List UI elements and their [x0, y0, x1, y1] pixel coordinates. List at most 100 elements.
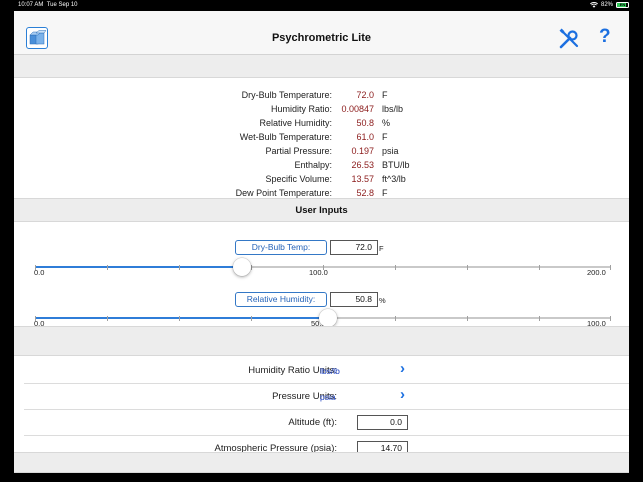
humidity-ratio-units-value: lbs/lb — [320, 366, 340, 376]
relative-humidity-mid-label: 50.0 — [311, 319, 326, 328]
result-unit: psia — [382, 146, 399, 156]
result-value: 26.53 — [351, 160, 374, 170]
result-label: Partial Pressure: — [265, 146, 332, 156]
result-unit: F — [382, 90, 388, 100]
altitude-label: Altitude (ft): — [288, 417, 337, 428]
chevron-right-icon[interactable]: › — [400, 360, 405, 377]
result-row: Partial Pressure: 0.197 psia — [14, 146, 629, 160]
result-value: 72.0 — [356, 90, 374, 100]
dry-bulb-max-label: 200.0 — [587, 268, 606, 277]
cube-stack-icon[interactable] — [26, 27, 48, 49]
result-value: 0.197 — [351, 146, 374, 156]
result-value: 52.8 — [356, 188, 374, 198]
result-label: Specific Volume: — [265, 174, 332, 184]
results-panel: Dry-Bulb Temperature: 72.0 F Humidity Ra… — [14, 78, 629, 198]
status-date: Tue Sep 10 — [46, 2, 78, 8]
slider-tick — [179, 315, 180, 321]
result-value: 0.00847 — [341, 104, 374, 114]
tools-graphic — [559, 28, 579, 49]
humidity-ratio-units-row[interactable]: Humidity Ratio Units: lbs/lb › — [24, 358, 629, 384]
user-inputs-header: User Inputs — [14, 198, 629, 222]
result-row: Wet-Bulb Temperature: 61.0 F — [14, 132, 629, 146]
relative-humidity-slider-fill — [35, 317, 328, 319]
result-value: 50.8 — [356, 118, 374, 128]
slider-tick — [539, 264, 540, 270]
section-spacer-middle — [14, 326, 629, 356]
result-unit: F — [382, 132, 388, 142]
result-label: Dew Point Temperature: — [235, 188, 332, 198]
slider-tick — [539, 315, 540, 321]
altitude-field[interactable]: 0.0 — [357, 415, 408, 430]
dry-bulb-mid-label: 100.0 — [309, 268, 328, 277]
slider-tick — [467, 315, 468, 321]
page-title: Psychrometric Lite — [271, 32, 372, 44]
result-label: Enthalpy: — [294, 160, 332, 170]
section-spacer-top — [14, 55, 629, 78]
user-inputs-title: User Inputs — [295, 205, 348, 216]
dry-bulb-temp-slider-thumb[interactable] — [233, 258, 252, 276]
relative-humidity-max-label: 100.0 — [587, 319, 606, 328]
slider-tick — [395, 315, 396, 321]
relative-humidity-slider-thumb[interactable] — [318, 309, 337, 327]
result-row: Humidity Ratio: 0.00847 lbs/lb — [14, 104, 629, 118]
slider-tick — [35, 264, 36, 270]
slider-tick — [107, 264, 108, 270]
slider-tick — [467, 264, 468, 270]
slider-tick — [107, 315, 108, 321]
slider-tick — [35, 315, 36, 321]
result-label: Relative Humidity: — [259, 118, 332, 128]
slider-tick — [323, 264, 324, 270]
result-unit: ft^3/lb — [382, 174, 406, 184]
battery-percent: 82% — [600, 2, 613, 8]
navigation-bar: Psychrometric Lite ? — [14, 11, 629, 55]
section-spacer-bottom — [14, 452, 629, 473]
result-value: 61.0 — [356, 132, 374, 142]
wifi-icon — [589, 2, 598, 8]
relative-humidity-min-label: 0.0 — [34, 319, 45, 328]
slider-tick — [610, 264, 611, 270]
status-right: 82% EN — [589, 2, 629, 8]
slider-tick — [251, 264, 252, 270]
slider-tick — [251, 315, 252, 321]
battery-label: EN — [619, 2, 626, 7]
status-time-text: 10:07 AM — [18, 2, 44, 8]
result-label: Humidity Ratio: — [270, 104, 332, 114]
slider-tick — [395, 264, 396, 270]
pressure-units-row[interactable]: Pressure Units: psia › — [24, 384, 629, 410]
slider-tick — [179, 264, 180, 270]
result-unit: % — [382, 118, 391, 128]
wrench-screwdriver-icon[interactable] — [558, 28, 580, 50]
relative-humidity-unit: % — [379, 296, 386, 305]
result-row: Enthalpy: 26.53 BTU/lb — [14, 160, 629, 174]
dry-bulb-temp-unit: F — [379, 244, 384, 253]
dry-bulb-temp-button[interactable]: Dry-Bulb Temp: — [235, 240, 327, 255]
result-label: Wet-Bulb Temperature: — [239, 132, 332, 142]
result-row: Dry-Bulb Temperature: 72.0 F — [14, 90, 629, 104]
result-row: Relative Humidity: 50.8 % — [14, 118, 629, 132]
dry-bulb-temp-field[interactable]: 72.0 — [330, 240, 378, 255]
question-mark-icon[interactable]: ? — [599, 26, 611, 47]
dry-bulb-min-label: 0.0 — [34, 268, 45, 277]
battery-icon: EN — [616, 2, 629, 8]
pressure-units-label: Pressure Units: — [272, 391, 337, 402]
relative-humidity-button[interactable]: Relative Humidity: — [235, 292, 327, 307]
slider-tick — [610, 315, 611, 321]
result-label: Dry-Bulb Temperature: — [241, 90, 332, 100]
result-unit: lbs/lb — [382, 104, 404, 114]
relative-humidity-field[interactable]: 50.8 — [330, 292, 378, 307]
settings-panel: Humidity Ratio Units: lbs/lb › Pressure … — [14, 356, 629, 456]
user-inputs-panel: Dry-Bulb Temp: 72.0 F 0.0 100.0 200.0 Re… — [14, 222, 629, 328]
result-value: 13.57 — [351, 174, 374, 184]
dry-bulb-temp-slider-track[interactable] — [35, 264, 611, 270]
humidity-ratio-units-label: Humidity Ratio Units: — [248, 365, 337, 376]
chevron-right-icon[interactable]: › — [400, 386, 405, 403]
dry-bulb-temp-slider-fill — [35, 266, 243, 268]
altitude-row: Altitude (ft): 0.0 — [24, 410, 629, 436]
cube-stack-graphic — [29, 30, 47, 45]
app-screen: Psychrometric Lite ? Dry-Bulb Temperatur… — [14, 11, 629, 473]
status-time: 10:07 AM Tue Sep 10 — [18, 2, 78, 8]
result-unit: F — [382, 188, 388, 198]
result-row: Specific Volume: 13.57 ft^3/lb — [14, 174, 629, 188]
pressure-units-value: psia — [320, 392, 336, 402]
result-row: Dew Point Temperature: 52.8 F — [14, 188, 629, 202]
